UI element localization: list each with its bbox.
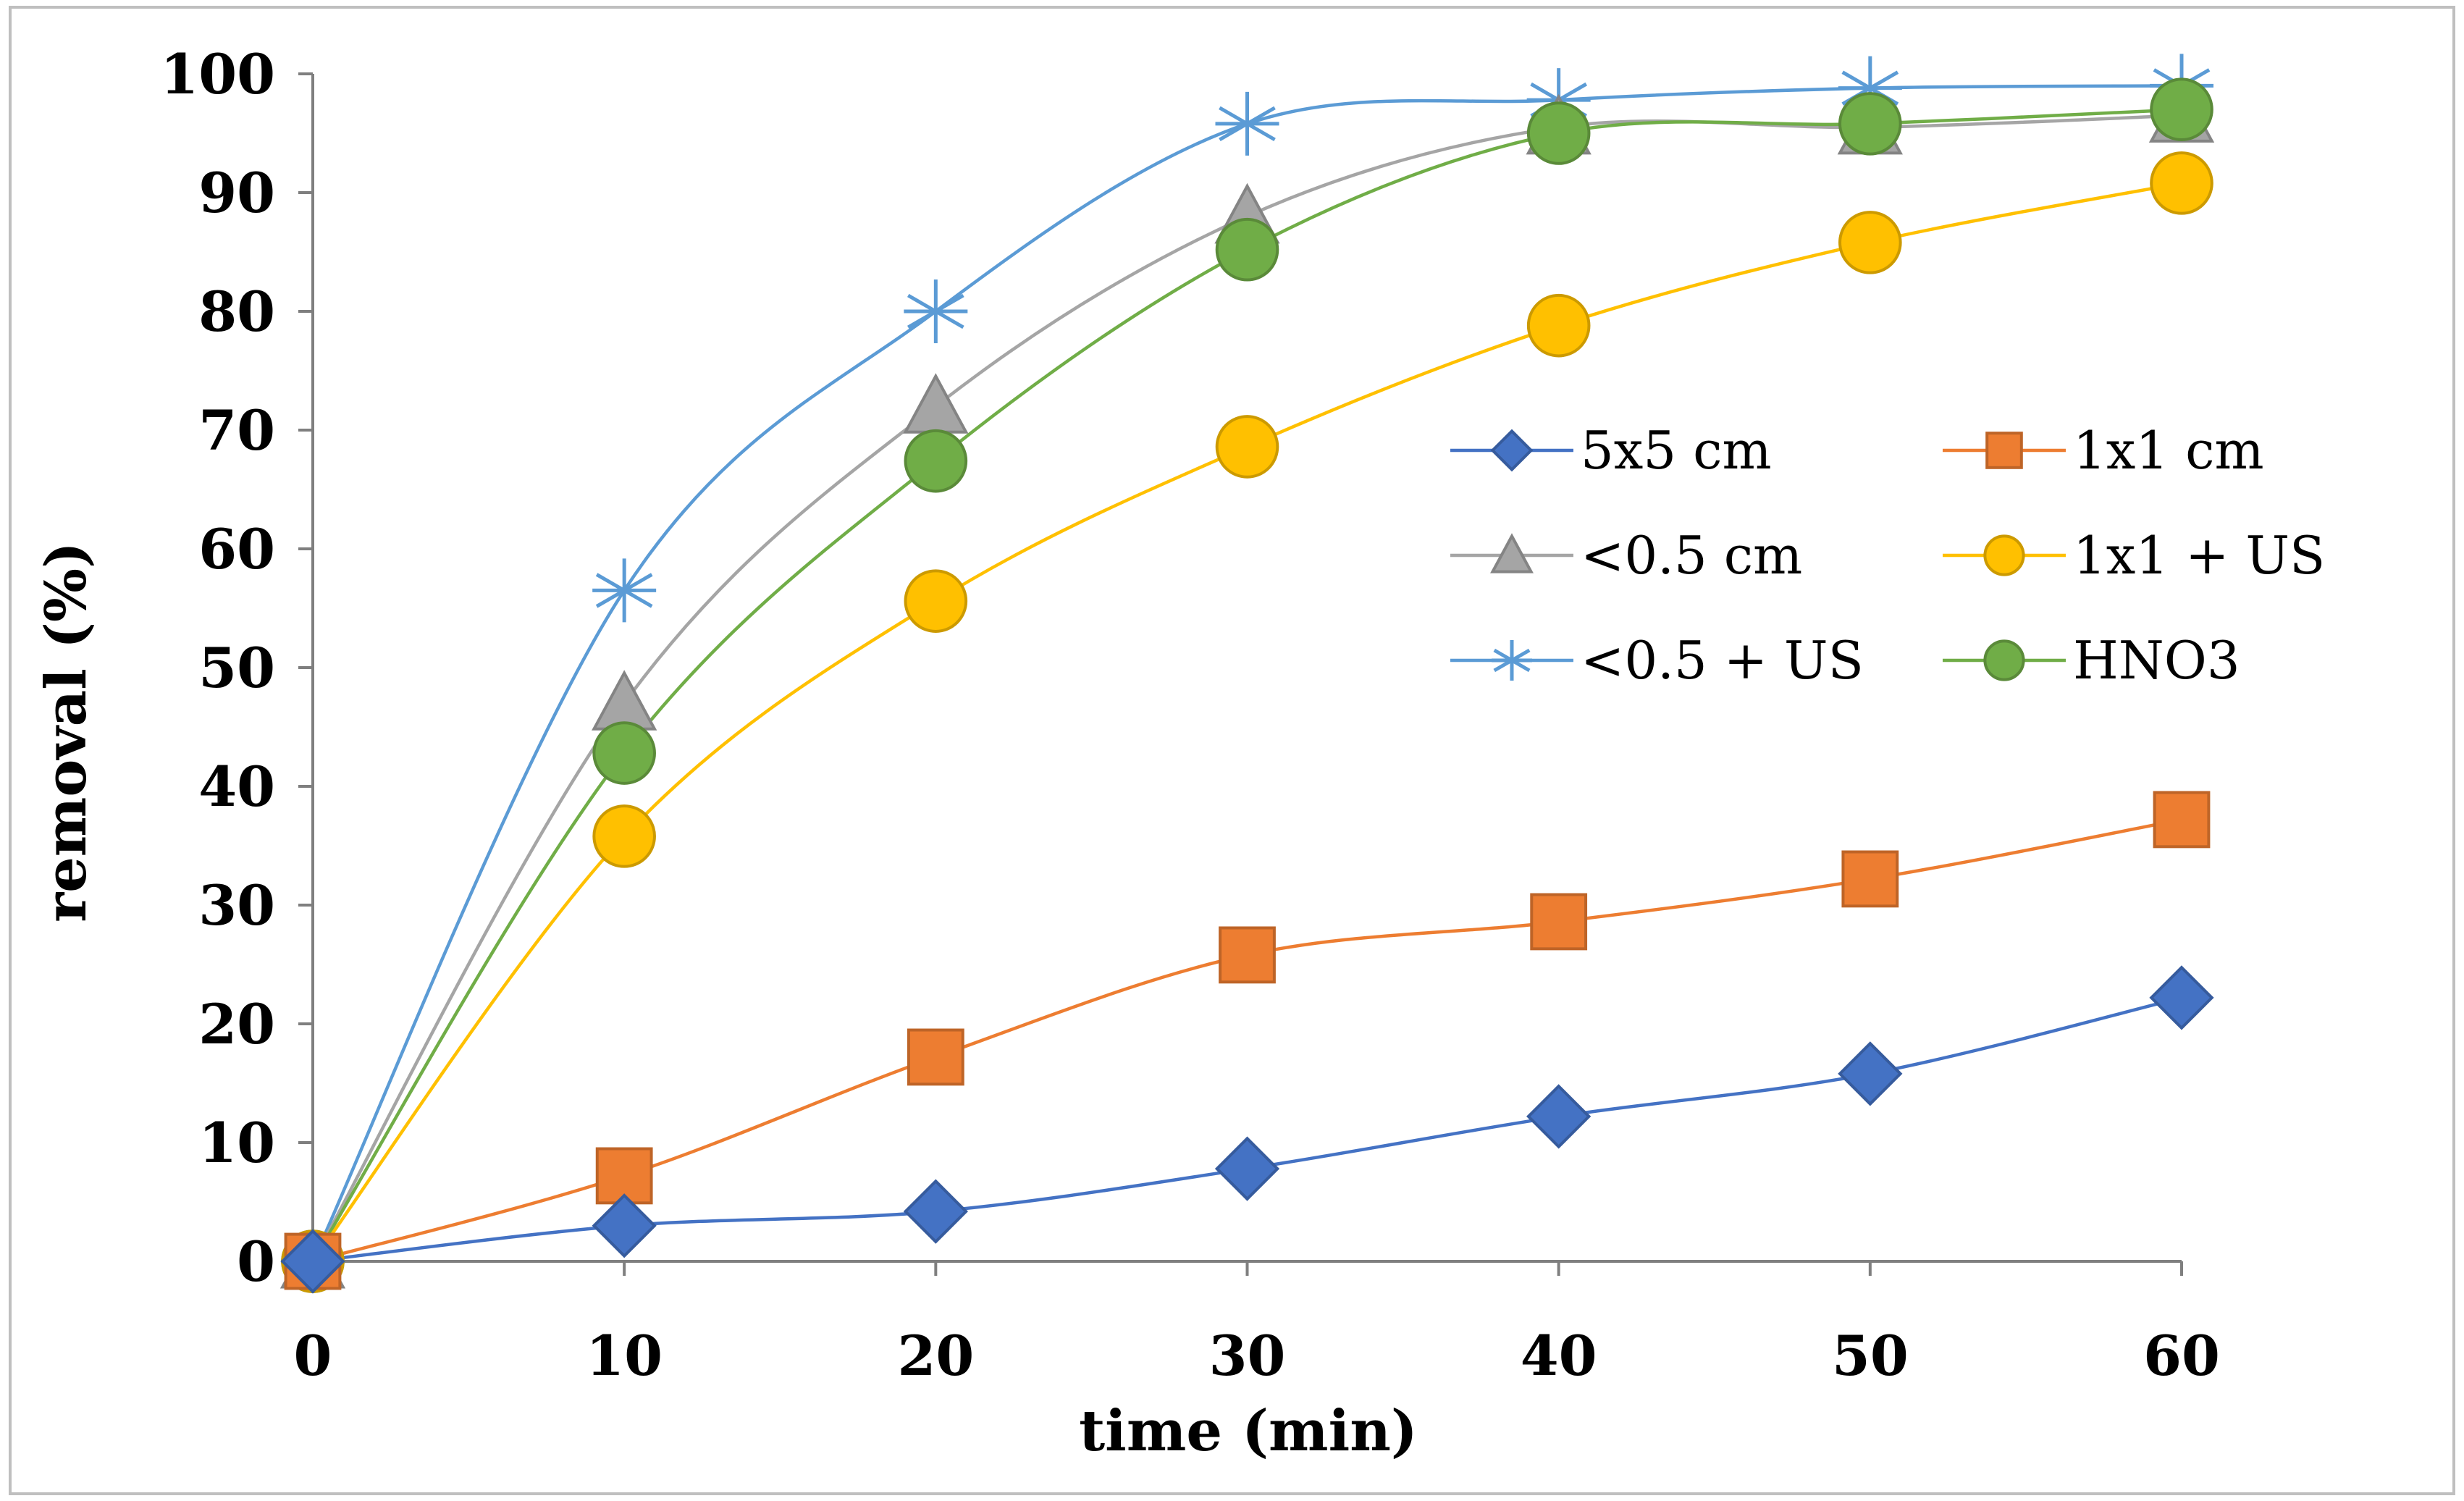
- data-point: [904, 429, 968, 493]
- y-tick-label: 30: [198, 873, 275, 938]
- series-markers-5x5-cm: [280, 965, 2214, 1294]
- data-point: [907, 1028, 964, 1086]
- data-point: [904, 279, 968, 343]
- legend-item: HNO3: [1943, 630, 2240, 691]
- data-point: [1526, 1084, 1591, 1149]
- y-tick-label: 20: [198, 992, 275, 1056]
- legend-label: 1x1 + US: [2073, 525, 2325, 586]
- data-point: [2150, 77, 2213, 141]
- y-tick-label: 50: [198, 636, 275, 700]
- y-tick-label: 80: [198, 279, 275, 344]
- data-point: [1219, 926, 1276, 984]
- legend-item: <0.5 + US: [1450, 630, 1864, 691]
- series-markers-hno3: [281, 77, 2213, 1293]
- data-point: [592, 721, 656, 785]
- legend-label: <0.5 + US: [1581, 630, 1864, 691]
- data-point: [1526, 293, 1591, 358]
- x-tick-label: 60: [2143, 1324, 2220, 1388]
- data-point: [1841, 850, 1899, 908]
- y-tick-label: 0: [237, 1229, 275, 1294]
- legend-item: 1x1 cm: [1943, 420, 2264, 481]
- data-point: [1526, 101, 1591, 165]
- legend-marker: [1490, 429, 1534, 472]
- legend-label: <0.5 cm: [1581, 525, 1802, 586]
- legend-label: HNO3: [2073, 630, 2240, 691]
- x-tick-label: 30: [1209, 1324, 1286, 1388]
- data-point: [280, 1229, 345, 1294]
- data-point: [1215, 91, 1279, 156]
- legend-marker: [1985, 432, 2023, 469]
- data-point: [592, 804, 656, 868]
- data-point: [1838, 211, 1902, 274]
- data-point: [1215, 415, 1279, 479]
- x-tick-label: 40: [1521, 1324, 1597, 1388]
- legend-marker: [1492, 640, 1532, 681]
- data-point: [2153, 791, 2211, 849]
- data-point: [1215, 217, 1279, 282]
- legend-label: 5x5 cm: [1581, 420, 1772, 481]
- data-point: [904, 569, 968, 633]
- data-point: [592, 558, 657, 623]
- x-tick-label: 0: [294, 1324, 332, 1388]
- legend-marker: [1983, 534, 2025, 576]
- y-axis-title: removal (%): [33, 542, 99, 922]
- axes: 0 10 20 30 40 50 60 70 80 90 100 0 10 20 30 40 50 60: [160, 42, 2220, 1388]
- x-axis-title: time (min): [1079, 1398, 1418, 1464]
- y-tick-label: 40: [198, 754, 275, 819]
- legend-item: 1x1 + US: [1943, 525, 2325, 586]
- y-tick-label: 60: [198, 517, 275, 581]
- plot-area: [279, 54, 2215, 1294]
- y-tick-label: 70: [198, 398, 275, 463]
- data-point: [592, 1193, 657, 1258]
- data-point: [2149, 965, 2214, 1030]
- y-tick-label: 90: [198, 161, 275, 225]
- x-tick-label: 50: [1832, 1324, 1909, 1388]
- legend-item: 5x5 cm: [1450, 420, 1772, 481]
- data-point: [1530, 893, 1588, 951]
- legend-marker: [1490, 533, 1534, 573]
- data-point: [2150, 151, 2213, 215]
- data-point: [1838, 1041, 1903, 1106]
- data-point: [903, 1179, 968, 1244]
- y-tick-label: 100: [160, 42, 275, 106]
- data-point: [1838, 92, 1902, 156]
- legend: 5x5 cm 1x1 cm <0.5 cm 1x1 + US <0.5 + US HNO3: [1450, 420, 2325, 691]
- data-point: [1214, 1136, 1280, 1201]
- legend-item: <0.5 cm: [1450, 525, 1802, 586]
- legend-marker: [1983, 639, 2025, 681]
- y-tick-label: 10: [198, 1111, 275, 1175]
- x-tick-label: 20: [897, 1324, 974, 1388]
- legend-label: 1x1 cm: [2073, 420, 2264, 481]
- x-tick-label: 10: [586, 1324, 663, 1388]
